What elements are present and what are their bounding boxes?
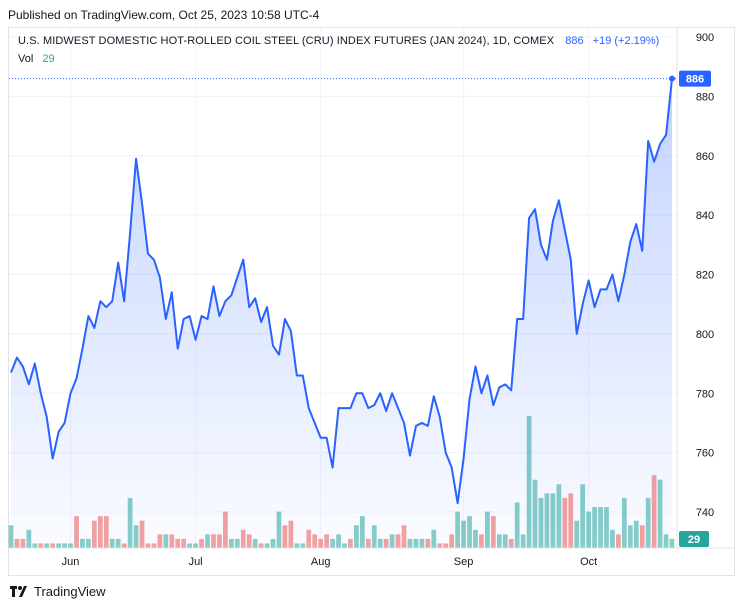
tradingview-logo-text: TradingView	[34, 584, 106, 599]
y-tick-label: 760	[696, 448, 714, 460]
y-tick-label: 860	[696, 151, 714, 163]
volume-bar	[8, 525, 14, 548]
y-tick-label: 840	[696, 210, 714, 222]
last-price-marker	[669, 75, 675, 82]
volume-badge	[679, 531, 709, 547]
y-tick-label: 820	[696, 270, 714, 282]
x-tick-label: Jun	[62, 556, 80, 568]
published-caption: Published on TradingView.com, Oct 25, 20…	[8, 8, 320, 22]
y-tick-label: 740	[696, 507, 714, 519]
x-tick-label: Sep	[454, 556, 474, 568]
volume-legend-label: Vol	[18, 53, 34, 65]
legend-last-price: 886	[565, 35, 584, 47]
last-price-badge-text: 886	[686, 74, 704, 86]
tradingview-logo-icon	[10, 585, 27, 597]
x-tick-label: Jul	[189, 556, 203, 568]
volume-legend-value: 29	[42, 53, 55, 65]
last-price-badge	[679, 70, 711, 87]
y-tick-label: 800	[696, 329, 714, 341]
x-tick-label: Oct	[580, 556, 597, 568]
y-tick-label: 880	[696, 91, 714, 103]
price-area	[11, 78, 672, 548]
volume-badge-text: 29	[688, 534, 700, 546]
legend-change: +19 (+2.19%)	[592, 35, 660, 47]
y-tick-label: 780	[696, 388, 714, 400]
price-line	[10, 78, 673, 505]
y-tick-label: 900	[696, 32, 714, 44]
x-tick-label: Aug	[311, 556, 331, 568]
footer-branding: TradingView	[10, 584, 106, 599]
volume-legend: Vol 29	[18, 53, 55, 65]
symbol-title: U.S. MIDWEST DOMESTIC HOT-ROLLED COIL ST…	[18, 35, 555, 47]
chart-legend: U.S. MIDWEST DOMESTIC HOT-ROLLED COIL ST…	[18, 35, 659, 47]
chart-frame	[8, 27, 735, 576]
